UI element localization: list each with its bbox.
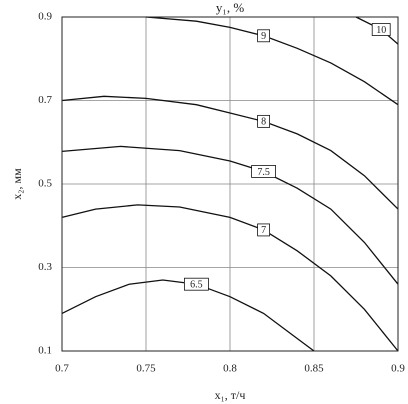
y-tick-label: 0.1 [38, 345, 52, 357]
x-tick-label: 0.8 [223, 363, 237, 375]
y-tick-label: 0.7 [38, 94, 52, 106]
contour-label: 9 [261, 31, 266, 42]
contour-line [61, 279, 315, 352]
x-tick-label: 0.75 [136, 363, 156, 375]
contour-line [145, 16, 399, 106]
contour-label: 7.5 [257, 167, 270, 178]
y-tick-label: 0.9 [38, 11, 52, 23]
chart-title: y₁, % [216, 0, 245, 15]
contour-label-box [251, 165, 277, 178]
x-tick-label: 0.85 [304, 363, 324, 375]
contour-label-box [257, 29, 271, 43]
contour-label-box [257, 223, 271, 237]
x-tick-label: 0.9 [391, 363, 405, 375]
contour-label: 8 [261, 117, 266, 128]
x-tick-label: 0.7 [55, 363, 69, 375]
contour-line [61, 95, 399, 210]
y-axis-label: x₂, мм [10, 168, 24, 200]
plot-frame [61, 16, 399, 352]
contour-label-box [183, 277, 209, 291]
x-axis-label: x₁, т/ч [215, 388, 246, 402]
contour-label: 7 [261, 225, 266, 236]
contour-label-box [257, 114, 271, 128]
contour-label: 6.5 [190, 279, 203, 290]
y-tick-label: 0.3 [38, 261, 52, 273]
y-tick-label: 0.5 [38, 178, 52, 190]
contour-label-box [371, 23, 391, 36]
contour-label: 10 [376, 25, 386, 36]
contour-line [61, 204, 399, 352]
